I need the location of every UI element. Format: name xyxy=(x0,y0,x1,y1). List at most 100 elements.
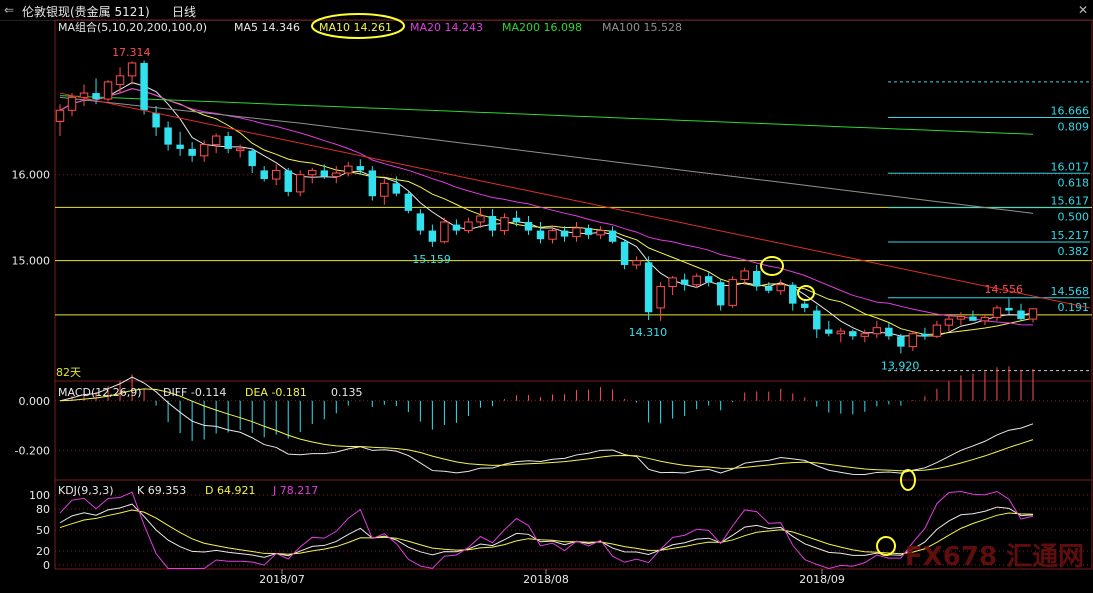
candle xyxy=(332,166,341,184)
downtrend-line xyxy=(59,92,1091,309)
candle-body xyxy=(932,324,942,337)
candle xyxy=(488,209,497,237)
candle-body xyxy=(164,127,172,145)
candle-body xyxy=(620,241,629,265)
candle xyxy=(164,121,172,151)
candle-body xyxy=(897,336,905,347)
candle-body xyxy=(596,230,605,236)
fib-price-label: 15.617 xyxy=(1051,195,1090,208)
ma20-line xyxy=(59,88,1034,326)
candle xyxy=(428,224,437,247)
kdj-tick-label: 100 xyxy=(29,489,50,502)
candle xyxy=(500,213,509,235)
candle xyxy=(127,61,137,85)
ma-legend-item: MA100 15.528 xyxy=(602,21,682,34)
candle xyxy=(536,221,545,244)
candle-body xyxy=(885,327,893,337)
candle xyxy=(584,224,593,240)
y-tick-label: 16.000 xyxy=(12,169,51,182)
candle-body xyxy=(332,172,341,177)
candle xyxy=(836,327,846,343)
candle xyxy=(656,282,665,321)
candle-body xyxy=(476,215,485,223)
kdj-indicator-label: KDJ(9,3,3) xyxy=(58,484,114,497)
candle-body xyxy=(584,228,593,235)
candle-body xyxy=(801,303,809,308)
candle xyxy=(740,267,749,285)
trend-line xyxy=(59,92,1091,309)
circle-highlight xyxy=(797,285,815,301)
candle-body xyxy=(67,96,77,111)
candle-body xyxy=(813,310,821,330)
kdj-j-line xyxy=(59,490,1034,570)
legends: MA组合(5,10,20,200,100,0) MA5 14.346 MA10 14… xyxy=(58,20,682,497)
candle xyxy=(224,131,232,154)
candle-body xyxy=(176,144,184,149)
candle-body xyxy=(55,109,65,122)
kdj-legend-item: K 69.353 xyxy=(137,484,186,497)
candle xyxy=(103,80,113,102)
kdj-panel xyxy=(55,490,1092,570)
candle-body xyxy=(199,144,209,157)
candle xyxy=(248,148,256,173)
candle xyxy=(476,207,485,229)
candle-body xyxy=(680,279,689,285)
grid-lines xyxy=(55,174,1092,262)
candle xyxy=(356,159,365,175)
candle-body xyxy=(560,230,569,237)
macd-legend-item: 0.135 xyxy=(331,386,363,399)
candle-body xyxy=(944,318,954,326)
macd-tick-label: 0.000 xyxy=(19,395,51,408)
candle-body xyxy=(284,170,292,192)
candle xyxy=(620,239,629,270)
main-indicator-label: MA组合(5,10,20,200,100,0) xyxy=(58,20,207,34)
x-tick-label: 2018/08 xyxy=(523,573,569,586)
candle-body xyxy=(92,93,100,100)
candle xyxy=(271,164,281,186)
candle xyxy=(632,256,641,270)
candle xyxy=(956,312,966,326)
candle xyxy=(115,67,125,94)
close-icon[interactable]: ✕ xyxy=(1078,3,1089,17)
candle-body xyxy=(368,170,377,197)
candle xyxy=(716,279,725,311)
candle-body xyxy=(248,150,256,167)
kdj-legend-item: D 64.921 xyxy=(205,484,255,497)
candle-body xyxy=(860,333,870,337)
candle-body xyxy=(668,277,677,287)
candle xyxy=(55,104,65,137)
circle-highlight xyxy=(760,256,784,276)
kdj-tick-label: 80 xyxy=(36,503,50,516)
candlesticks xyxy=(55,60,1038,354)
candle-body xyxy=(188,148,196,156)
ma-legend-item: MA200 16.098 xyxy=(502,21,582,34)
candle-body xyxy=(440,221,449,243)
candle xyxy=(776,279,785,296)
fib-ratio-label: 0.500 xyxy=(1058,211,1090,224)
macd-tick-label: -0.200 xyxy=(15,444,50,457)
watermark: FX678 汇通网 xyxy=(905,542,1084,572)
candle-body xyxy=(1005,307,1013,311)
candle-body xyxy=(656,285,665,309)
candle-body xyxy=(260,170,268,180)
candle-body xyxy=(980,316,990,322)
candle-body xyxy=(872,327,882,335)
candle xyxy=(320,164,328,180)
circle-highlight xyxy=(876,536,896,556)
instrument-name: 伦敦银现(贵金属 5121) xyxy=(22,5,150,19)
candle xyxy=(452,219,461,235)
candle xyxy=(416,209,425,235)
candle xyxy=(548,226,557,244)
fib-price-label: 16.666 xyxy=(1051,104,1090,117)
kdj-d-line xyxy=(59,509,1034,555)
candle-body xyxy=(380,182,389,197)
fib-ratio-label: 0.382 xyxy=(1058,245,1090,258)
candle-body xyxy=(512,217,521,222)
candle-body xyxy=(956,316,966,320)
back-arrow-icon[interactable]: ⇐ xyxy=(4,3,15,17)
candle xyxy=(524,215,533,235)
candle xyxy=(235,144,245,158)
period-label[interactable]: 日线 xyxy=(172,5,197,19)
candle-body xyxy=(103,81,113,100)
